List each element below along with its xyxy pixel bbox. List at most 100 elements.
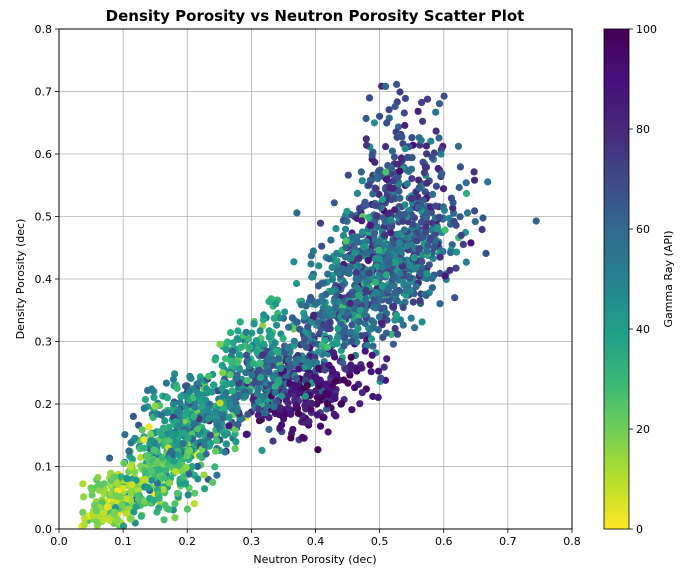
scatter-point (441, 272, 449, 280)
scatter-point (286, 363, 294, 371)
scatter-point (369, 342, 377, 350)
scatter-point (423, 179, 431, 187)
scatter-point (343, 207, 351, 215)
scatter-point (160, 516, 168, 524)
scatter-point (348, 337, 356, 345)
scatter-point (255, 366, 263, 374)
scatter-point (173, 384, 181, 392)
scatter-point (281, 308, 289, 316)
scatter-point (432, 108, 440, 116)
y-tick-label: 0.4 (35, 273, 53, 286)
scatter-point (396, 88, 404, 96)
scatter-point (432, 127, 440, 135)
scatter-point (375, 367, 383, 375)
scatter-point (190, 412, 198, 420)
scatter-point (254, 405, 262, 413)
scatter-point (470, 176, 479, 184)
scatter-point (315, 262, 323, 270)
scatter-point (242, 369, 250, 377)
scatter-point (211, 356, 219, 364)
scatter-point (271, 389, 279, 397)
scatter-point (429, 190, 437, 198)
colorbar-tick-label: 100 (636, 23, 657, 36)
scatter-point (225, 422, 233, 430)
scatter-point (448, 241, 456, 249)
scatter-point (163, 394, 171, 402)
scatter-point (344, 309, 352, 317)
scatter-point (127, 515, 135, 523)
scatter-point (252, 337, 260, 345)
scatter-point (201, 485, 209, 493)
scatter-point (370, 303, 378, 311)
scatter-point (428, 274, 436, 282)
x-tick-label: 0.8 (563, 535, 581, 548)
scatter-point (385, 297, 393, 305)
scatter-point (381, 218, 389, 226)
scatter-point (222, 440, 230, 448)
scatter-point (258, 446, 266, 454)
scatter-point (337, 400, 346, 408)
scatter-point (484, 178, 492, 186)
scatter-point (358, 217, 366, 225)
scatter-point (329, 367, 337, 375)
scatter-point (427, 137, 435, 145)
scatter-point (289, 425, 297, 434)
scatter-point (394, 330, 402, 338)
scatter-point (269, 437, 277, 445)
scatter-point (362, 114, 370, 123)
scatter-point (249, 359, 258, 368)
scatter-point (361, 319, 369, 328)
scatter-point (382, 271, 390, 279)
scatter-point (368, 151, 376, 159)
scatter-point (455, 183, 463, 192)
x-tick-label: 0.2 (179, 535, 197, 548)
scatter-point (396, 239, 404, 247)
scatter-point (254, 411, 262, 419)
scatter-point (158, 454, 166, 462)
scatter-point (79, 480, 87, 488)
scatter-point (216, 399, 224, 407)
scatter-point (326, 324, 334, 333)
scatter-point (293, 209, 301, 217)
scatter-point (363, 342, 371, 350)
scatter-point (391, 102, 399, 111)
scatter-point (167, 447, 175, 455)
scatter-point (284, 399, 292, 407)
scatter-point (435, 134, 443, 142)
scatter-point (415, 184, 423, 192)
scatter-point (355, 263, 363, 271)
scatter-point (276, 364, 285, 372)
scatter-point (206, 439, 215, 447)
scatter-point (242, 328, 250, 336)
scatter-point (279, 334, 287, 343)
scatter-point (396, 194, 404, 202)
scatter-point (307, 405, 315, 413)
scatter-point (383, 355, 391, 363)
scatter-point (325, 390, 333, 398)
x-tick-label: 0.7 (499, 535, 517, 548)
scatter-point (219, 369, 227, 377)
scatter-point (393, 80, 401, 88)
scatter-point (339, 232, 348, 240)
scatter-point (120, 459, 128, 467)
scatter-point (228, 387, 236, 395)
scatter-point (388, 147, 396, 155)
colorbar-tick-label: 20 (636, 423, 650, 436)
scatter-point (270, 403, 278, 411)
scatter-point (292, 279, 301, 288)
scatter-point (382, 82, 390, 91)
scatter-point (250, 320, 258, 328)
scatter-point (462, 179, 470, 187)
scatter-point (330, 349, 338, 357)
scatter-point (378, 195, 387, 204)
scatter-point (297, 301, 305, 309)
scatter-point (447, 194, 455, 202)
scatter-point (292, 402, 300, 410)
scatter-point (435, 100, 444, 108)
scatter-point (334, 297, 342, 306)
scatter-point (183, 408, 191, 416)
y-tick-label: 0.0 (35, 523, 53, 536)
x-tick-label: 0.3 (243, 535, 261, 548)
scatter-point (395, 180, 403, 188)
